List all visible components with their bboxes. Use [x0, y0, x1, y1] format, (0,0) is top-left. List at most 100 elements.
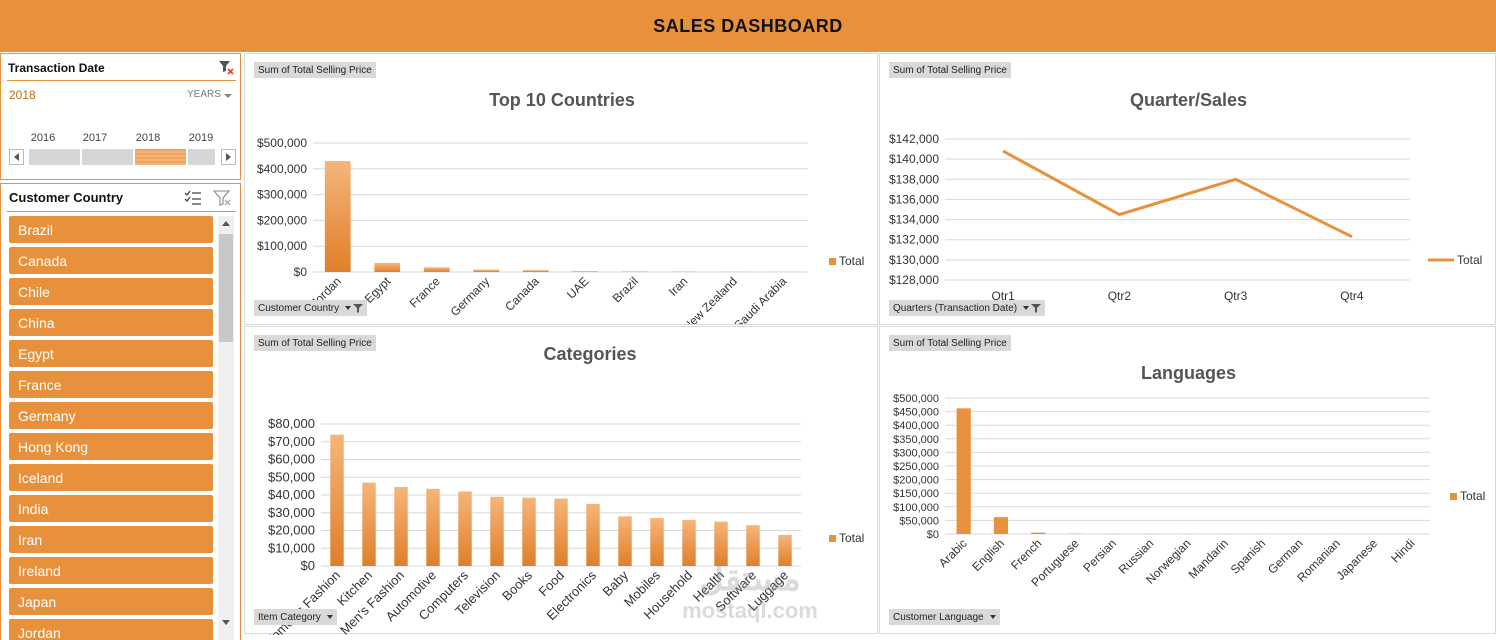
bar	[423, 267, 450, 272]
x-tick-label: English	[969, 536, 1007, 574]
slicer-item[interactable]: Brazil	[9, 216, 213, 243]
timeline-divider	[7, 80, 236, 81]
slicer-scrollbar[interactable]	[218, 216, 234, 640]
legend-swatch	[1450, 493, 1457, 500]
chevron-down-icon[interactable]	[989, 615, 996, 619]
slicer-item[interactable]: Japan	[9, 588, 213, 615]
slicer-item[interactable]: India	[9, 495, 213, 522]
y-tick-label: $50,000	[899, 515, 939, 527]
timeline-year-label[interactable]: 2019	[188, 132, 214, 144]
legend-swatch	[829, 258, 836, 265]
y-tick-label: $20,000	[268, 523, 315, 538]
chart-title: Quarter/Sales	[1129, 90, 1248, 110]
bar	[324, 161, 351, 272]
quarter-sales-chart-panel: Sum of Total Selling Price Quarter/Sales…	[879, 53, 1496, 325]
timeline-track[interactable]	[29, 149, 215, 165]
y-tick-label: $50,000	[268, 469, 315, 484]
slicer-item[interactable]: Chile	[9, 278, 213, 305]
y-tick-label: $100,000	[893, 502, 939, 514]
legend-swatch	[829, 535, 836, 542]
bar	[746, 525, 760, 566]
timeline-period-2018[interactable]	[135, 149, 188, 165]
timeline-level-dropdown[interactable]: YEARS	[187, 89, 221, 100]
axis-field-button[interactable]: Customer Country	[254, 300, 368, 316]
value-field-button[interactable]: Sum of Total Selling Price	[254, 335, 376, 351]
chevron-down-icon[interactable]	[326, 615, 333, 619]
customer-country-slicer: Customer Country Brazil Canada Chile China E…	[0, 183, 241, 640]
legend-label: Total	[839, 531, 864, 545]
y-tick-label: $500,000	[893, 393, 939, 405]
timeline-year-label[interactable]: 2016	[30, 132, 56, 144]
slicer-item[interactable]: Iceland	[9, 464, 213, 491]
chevron-down-icon[interactable]	[345, 306, 352, 310]
y-tick-label: $128,000	[889, 273, 939, 287]
axis-field-button[interactable]: Quarters (Transaction Date)	[889, 300, 1046, 316]
filter-icon[interactable]	[353, 303, 364, 313]
bar	[650, 518, 664, 566]
slicer-title: Customer Country	[9, 190, 124, 205]
bar	[714, 521, 728, 566]
axis-field-label: Customer Country	[258, 302, 340, 314]
x-tick-label: Hindi	[1388, 536, 1417, 565]
timeline-scroll-left-button[interactable]	[9, 149, 24, 165]
scrollbar-thumb[interactable]	[219, 234, 233, 342]
slicer-item[interactable]: Iran	[9, 526, 213, 553]
bar	[522, 270, 549, 272]
clear-filter-icon[interactable]	[218, 59, 234, 75]
x-tick-label: UAE	[564, 274, 591, 301]
slicer-item[interactable]: Germany	[9, 402, 213, 429]
value-field-button[interactable]: Sum of Total Selling Price	[254, 62, 376, 78]
axis-field-button[interactable]: Customer Language	[889, 609, 1000, 625]
bar	[362, 482, 376, 566]
timeline-year-label[interactable]: 2018	[135, 132, 161, 144]
x-tick-label: Persian	[1080, 536, 1119, 575]
y-tick-label: $40,000	[268, 487, 315, 502]
axis-field-label: Quarters (Transaction Date)	[893, 302, 1018, 314]
slicer-item[interactable]: China	[9, 309, 213, 336]
timeline-year-label[interactable]: 2017	[82, 132, 108, 144]
timeline-period-2017[interactable]	[82, 149, 135, 165]
x-tick-label: French	[1008, 536, 1044, 572]
chevron-down-icon[interactable]	[224, 94, 232, 98]
bar	[621, 271, 648, 272]
slicer-item[interactable]: Canada	[9, 247, 213, 274]
bar	[426, 488, 440, 566]
chevron-down-icon[interactable]	[1023, 306, 1030, 310]
slicer-item[interactable]: Jordan	[9, 619, 213, 640]
chevron-down-icon[interactable]	[222, 620, 230, 625]
x-tick-label: Brazil	[610, 274, 641, 305]
x-tick-label: Japanese	[1333, 536, 1380, 583]
chevron-left-icon	[14, 153, 19, 161]
chart-title: Top 10 Countries	[489, 90, 635, 110]
clear-filter-icon[interactable]	[213, 189, 231, 207]
value-field-button[interactable]: Sum of Total Selling Price	[889, 335, 1011, 351]
bar	[586, 503, 600, 566]
slicer-item[interactable]: Hong Kong	[9, 433, 213, 460]
filter-icon[interactable]	[1031, 303, 1042, 313]
y-tick-label: $500,000	[257, 136, 307, 150]
top-countries-chart: $0 $100,000 $200,000 $300,000 $400,000 $500,0…	[257, 136, 864, 324]
languages-chart-panel: Sum of Total Selling Price Languages $0 $…	[879, 326, 1496, 634]
chevron-up-icon[interactable]	[222, 221, 230, 226]
series-line	[1002, 149, 1353, 239]
data-point	[1351, 236, 1353, 238]
x-tick-label: Arabic	[936, 536, 970, 570]
slicer-item[interactable]: Ireland	[9, 557, 213, 584]
y-tick-label: $200,000	[257, 213, 307, 227]
value-field-button[interactable]: Sum of Total Selling Price	[889, 62, 1011, 78]
x-tick-label: Saudi Arabia	[731, 274, 789, 324]
slicer-item[interactable]: Egypt	[9, 340, 213, 367]
categories-chart: $0 $10,000 $20,000 $30,000 $40,000 $50,000 $60…	[259, 416, 864, 635]
slicer-item[interactable]: France	[9, 371, 213, 398]
timeline-scroll-right-button[interactable]	[221, 149, 236, 165]
y-tick-label: $136,000	[889, 192, 939, 206]
y-tick-label: $142,000	[889, 132, 939, 146]
timeline-title: Transaction Date	[8, 61, 105, 75]
timeline-period-2016[interactable]	[29, 149, 82, 165]
multi-select-icon[interactable]	[184, 190, 202, 206]
y-tick-label: $400,000	[257, 162, 307, 176]
x-tick-label: Germany	[448, 274, 493, 319]
y-tick-label: $150,000	[893, 488, 939, 500]
axis-field-label: Item Category	[258, 611, 321, 623]
axis-field-button[interactable]: Item Category	[254, 609, 337, 625]
